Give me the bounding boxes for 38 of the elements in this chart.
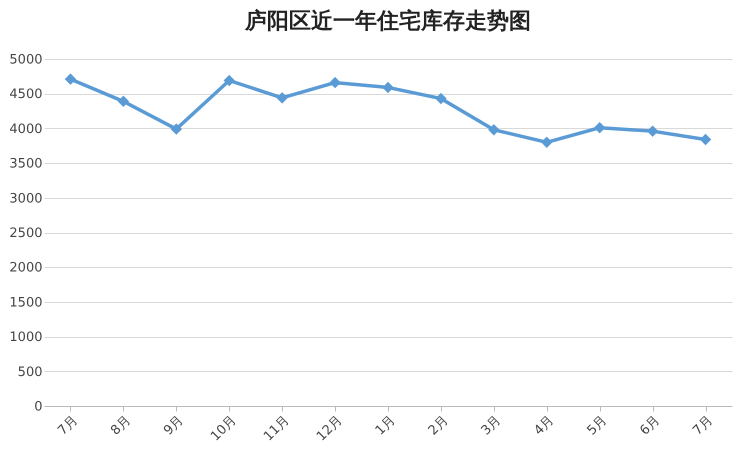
point: [276, 92, 288, 104]
point: [488, 124, 500, 136]
x-tick-label: 12月: [314, 412, 346, 444]
y-tick-label: 5000: [9, 52, 42, 68]
x-tick-label: 7月: [690, 412, 716, 438]
point: [594, 122, 606, 134]
x-tick-label: 11月: [261, 412, 293, 444]
x-tick-label: 10月: [208, 412, 240, 444]
x-tick-label: 2月: [426, 412, 452, 438]
x-tick-label: 1月: [372, 412, 398, 438]
point: [382, 82, 394, 94]
point: [118, 96, 130, 108]
x-tick-label: 8月: [108, 412, 134, 438]
y-tick-label: 1000: [9, 330, 42, 346]
x-tick-label: 7月: [55, 412, 81, 438]
x-tick-label: 6月: [637, 412, 664, 438]
y-tick-label: 4500: [9, 87, 42, 102]
y-tick-label: 2500: [9, 226, 42, 241]
y-tick-label: 0: [34, 400, 42, 414]
point: [700, 134, 712, 146]
y-tick-label: 500: [18, 364, 42, 380]
y-tick-label: 2000: [9, 260, 42, 276]
point: [646, 125, 658, 137]
y-tick-label: 3500: [9, 156, 42, 172]
point: [224, 74, 235, 86]
x-tick-label: 4月: [532, 412, 558, 438]
x-tick-label: 9月: [161, 412, 187, 438]
point: [170, 123, 182, 135]
y-tick-label: 4000: [9, 122, 42, 137]
y-tick-label: 1500: [9, 295, 42, 310]
point: [64, 73, 76, 85]
chart-title: 庐阳区近一年住宅库存走势图: [244, 8, 531, 34]
point: [541, 136, 552, 148]
x-tick-label: 5月: [584, 412, 610, 438]
point: [435, 92, 447, 104]
point: [329, 76, 341, 88]
y-tick-label: 3000: [9, 191, 42, 206]
x-tick-label: 3月: [478, 412, 504, 438]
